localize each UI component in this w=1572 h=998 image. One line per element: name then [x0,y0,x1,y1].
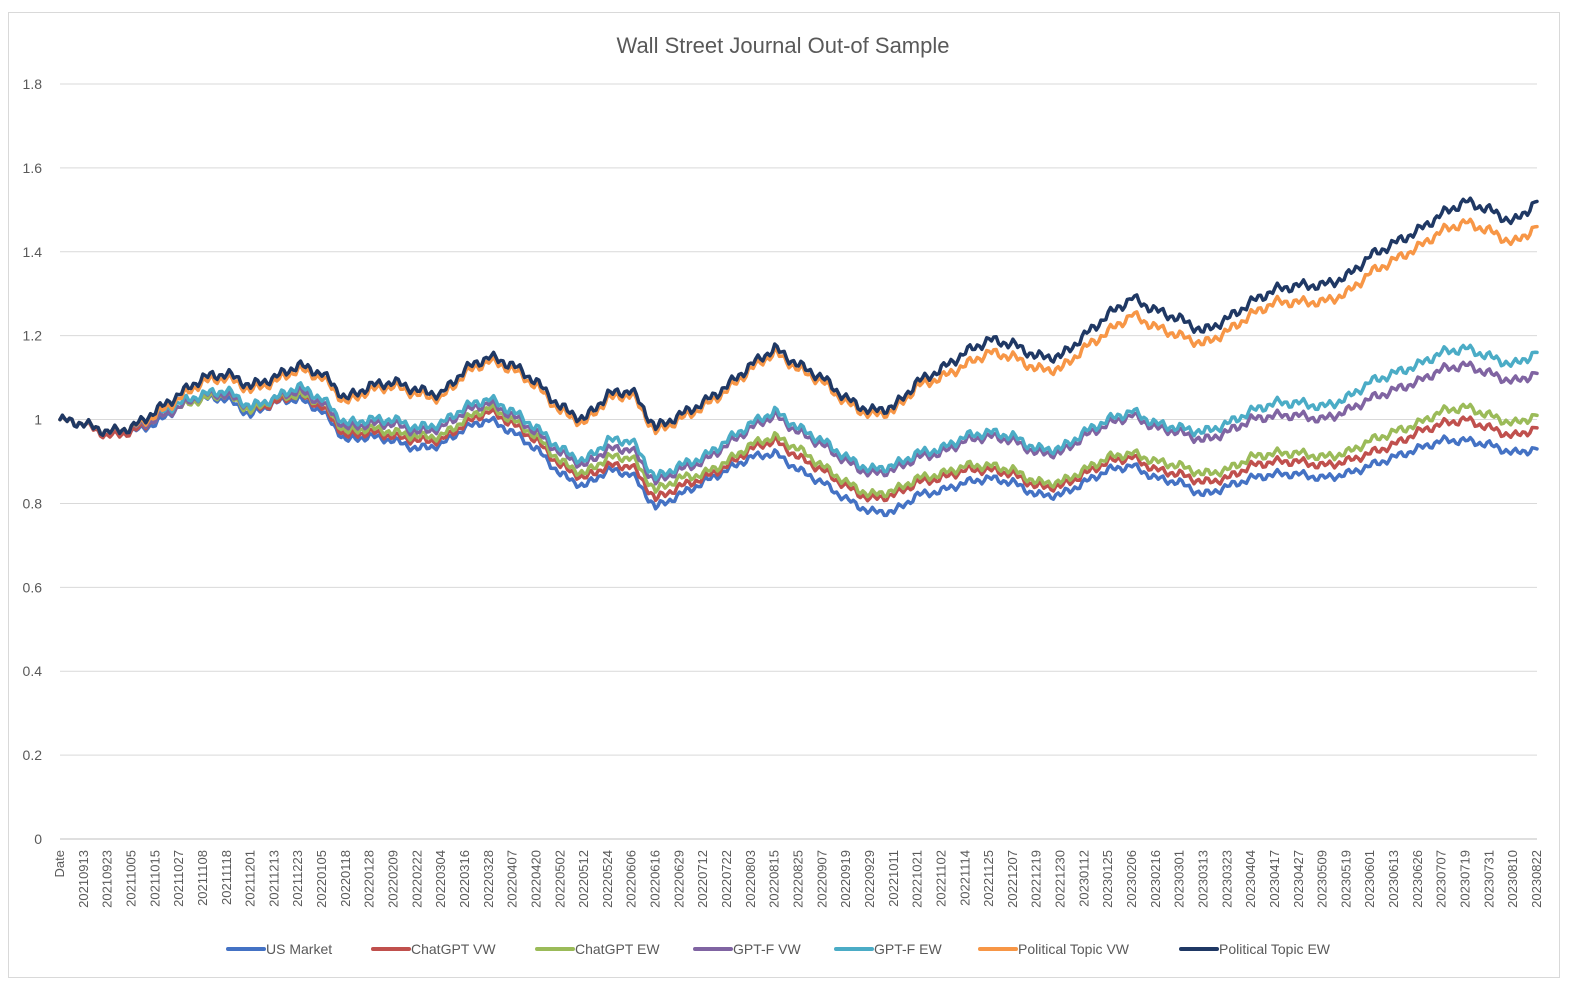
legend-label: GPT-F VW [733,941,801,957]
x-tick-label: 20230112 [1076,850,1091,907]
x-tick-label: 20220512 [576,850,591,908]
x-tick-label: 20230417 [1267,850,1282,908]
x-tick-label: 20221125 [981,850,996,907]
x-tick-label: 20220502 [552,850,567,908]
x-tick-label: 20230313 [1195,850,1210,908]
x-tick-label: 20230613 [1386,850,1401,908]
x-tick-label: Date [52,850,67,877]
x-tick-label: 20220524 [600,850,615,908]
x-tick-label: 20221011 [886,850,901,907]
x-tick-label: 20220629 [671,850,686,908]
y-tick-label: 1.8 [23,76,43,92]
x-tick-label: 20211201 [243,850,258,907]
x-tick-label: 20221114 [957,850,972,906]
y-tick-label: 0.6 [23,579,43,595]
legend: US Market ChatGPT VW ChatGPT EW GPT-F VW GPT… [226,941,1331,957]
x-tick-label: 20230216 [1148,850,1163,908]
x-tick-label: 20220606 [624,850,639,908]
x-tick-label: 20230323 [1219,850,1234,908]
x-tick-label: 20221021 [910,850,925,908]
x-tick-label: 20230601 [1362,850,1377,908]
y-tick-label: 1.2 [23,328,43,344]
series-line-political-topic-ew [58,196,1539,438]
chart-frame [8,12,1560,978]
x-tick-label: 20220722 [719,850,734,908]
x-tick-label: 20221230 [1053,850,1068,908]
x-tick-label: 20220929 [862,850,877,908]
y-axis-ticks: 0 0.2 0.4 0.6 0.8 1 1.2 1.4 1.6 1.8 [23,76,43,847]
x-tick-label: 20220712 [695,850,710,908]
x-tick-label: 20230427 [1291,850,1306,908]
x-tick-label: 20221219 [1029,850,1044,908]
y-tick-label: 1.6 [23,160,43,176]
y-tick-label: 0.8 [23,495,43,511]
x-tick-label: 20220105 [314,850,329,908]
y-tick-label: 0.2 [23,747,43,763]
legend-label: US Market [266,941,332,957]
y-tick-label: 1 [34,412,42,428]
x-tick-label: 20220616 [648,850,663,908]
x-tick-label: 20230125 [1100,850,1115,908]
x-tick-label: 20211108 [195,850,210,906]
series-line-chatgpt-ew [58,389,1539,499]
x-tick-label: 20220304 [433,850,448,908]
x-tick-label: 20211223 [290,850,305,907]
x-tick-label: 20211015 [147,850,162,907]
x-tick-label: 20220907 [814,850,829,908]
series-line-political-topic-vw [58,217,1539,437]
x-tick-label: 20230719 [1458,850,1473,908]
x-tick-label: 20230731 [1481,850,1496,908]
series-line-us-market [58,393,1539,518]
legend-label: Political Topic VW [1018,941,1130,957]
x-tick-label: 20220209 [386,850,401,908]
x-tick-label: 20210913 [76,850,91,908]
x-tick-label: 20230206 [1124,850,1139,908]
series-line-gpt-f-vw [58,360,1539,486]
x-tick-label: 20230301 [1172,850,1187,908]
x-tick-label: 20220222 [409,850,424,908]
x-tick-label: 20211213 [266,850,281,907]
gridlines [60,83,1537,840]
x-tick-label: 20211005 [123,850,138,907]
x-tick-label: 20230822 [1529,850,1544,908]
x-tick-label: 20220316 [457,850,472,908]
x-tick-label: 20230404 [1243,850,1258,908]
x-tick-label: 20210923 [100,850,115,908]
legend-label: GPT-F EW [874,941,942,957]
x-tick-label: 20230707 [1434,850,1449,908]
x-tick-label: 20220825 [791,850,806,908]
legend-label: ChatGPT VW [411,941,496,957]
x-tick-label: 20230519 [1338,850,1353,908]
x-tick-label: 20220420 [528,850,543,908]
x-tick-label: 20211027 [171,850,186,907]
series-line-gpt-f-ew [58,343,1539,482]
x-tick-label: 20220815 [767,850,782,908]
x-tick-label: 20220118 [338,850,353,907]
x-tick-label: 20230626 [1410,850,1425,908]
x-tick-label: 20221207 [1005,850,1020,908]
series-lines [58,196,1539,518]
legend-label: ChatGPT EW [575,941,660,957]
x-tick-label: 20220128 [362,850,377,908]
x-tick-label: 20221102 [933,850,948,907]
chart-title: Wall Street Journal Out-of Sample [617,33,950,58]
x-tick-label: 20230509 [1315,850,1330,908]
x-tick-label: 20220328 [481,850,496,908]
y-tick-label: 0 [34,831,42,847]
y-tick-label: 1.4 [23,244,43,260]
y-tick-label: 0.4 [23,663,43,679]
x-tick-label: 20211118 [219,850,234,905]
legend-label: Political Topic EW [1219,941,1331,957]
x-tick-label: 20230810 [1505,850,1520,908]
x-tick-label: 20220803 [743,850,758,908]
x-tick-label: 20220919 [838,850,853,908]
x-tick-label: 20220407 [505,850,520,908]
x-axis-ticks: Date 20210913 20210923 20211005 20211015 2021… [52,850,1544,908]
